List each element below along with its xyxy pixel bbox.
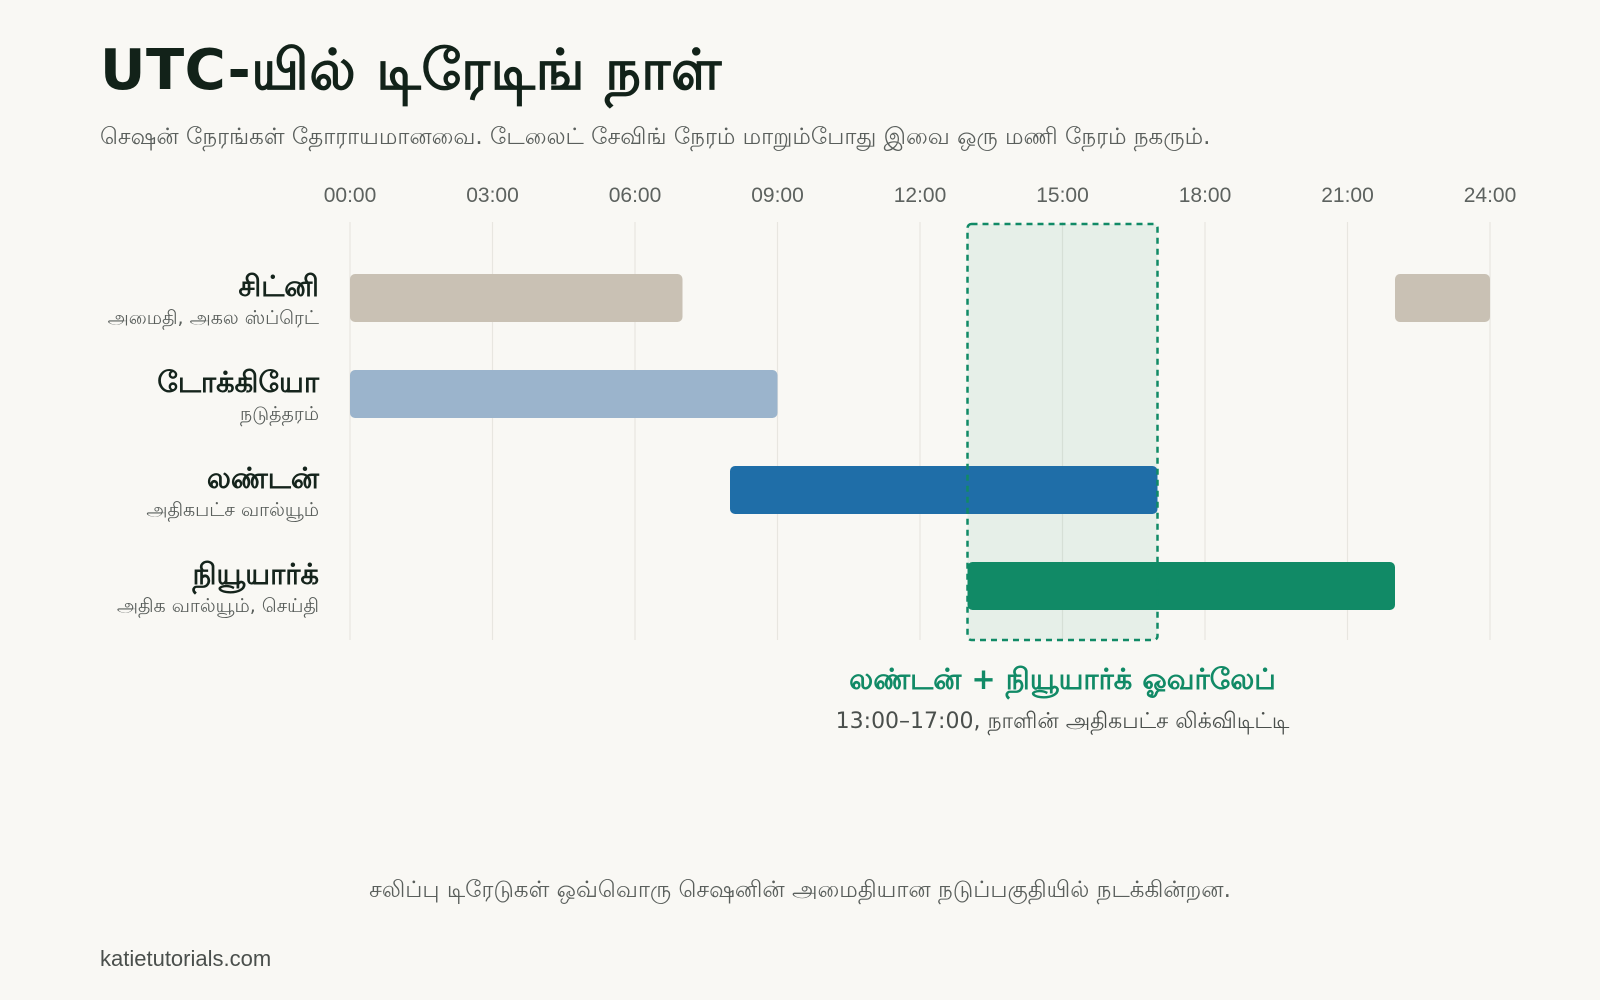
overlap-detail: 13:00–17:00, நாளின் அதிகபட்ச லிக்விடிட்ட… <box>836 709 1290 735</box>
session-name: சிட்னி <box>239 269 320 303</box>
x-tick-label: 24:00 <box>1464 184 1517 207</box>
x-tick-label: 15:00 <box>1036 184 1089 207</box>
overlap-outline <box>966 222 1159 642</box>
site-credit: katietutorials.com <box>100 946 272 971</box>
x-axis-ticks: 00:00 03:00 06:00 09:00 12:00 15:00 18:00 21:00… <box>324 184 1517 207</box>
x-tick-label: 21:00 <box>1321 184 1374 207</box>
session-note: அமைதி, அகல ஸ்ப்ரெட் <box>108 307 319 330</box>
session-name: லண்டன் <box>207 461 320 495</box>
x-tick-label: 18:00 <box>1179 184 1232 207</box>
session-labels: சிட்னி அமைதி, அகல ஸ்ப்ரெட் டோக்கியோ நடுத்தர… <box>108 269 320 618</box>
session-name: நியூயார்க் <box>192 557 319 595</box>
overlap-region <box>967 224 1158 640</box>
session-note: அதிக வால்யூம், செய்தி <box>117 595 319 618</box>
x-tick-label: 06:00 <box>609 184 662 207</box>
page-title: UTC-யில் டிரேடிங் நாள் <box>100 38 722 103</box>
x-tick-label: 09:00 <box>751 184 804 207</box>
x-tick-label: 03:00 <box>466 184 519 207</box>
session-bars <box>350 274 1490 610</box>
overlap-label: லண்டன் + நியூயார்க் ஓவர்லேப் <box>849 662 1276 700</box>
session-note: அதிகபட்ச வால்யூம் <box>146 499 319 522</box>
session-bar <box>350 370 778 418</box>
session-bar <box>1395 274 1490 322</box>
page-subtitle: செஷன் நேரங்கள் தோராயமானவை. டேலைட் சேவிங்… <box>100 124 1211 150</box>
overlap-border <box>966 222 1159 642</box>
session-timeline-chart: 00:00 03:00 06:00 09:00 12:00 15:00 18:00 21:00… <box>108 184 1517 735</box>
overlap-annotation: லண்டன் + நியூயார்க் ஓவர்லேப் 13:00–17:00,… <box>836 662 1290 735</box>
overlap-highlight <box>967 224 1158 640</box>
footnote: சலிப்பு டிரேடுகள் ஒவ்வொரு செஷனின் அமைதிய… <box>369 877 1231 903</box>
session-bar <box>730 466 1158 514</box>
x-tick-label: 00:00 <box>324 184 377 207</box>
session-bar <box>967 562 1395 610</box>
session-name: டோக்கியோ <box>157 365 320 399</box>
session-bar <box>350 274 683 322</box>
x-tick-label: 12:00 <box>894 184 947 207</box>
session-note: நடுத்தரம் <box>240 403 319 426</box>
